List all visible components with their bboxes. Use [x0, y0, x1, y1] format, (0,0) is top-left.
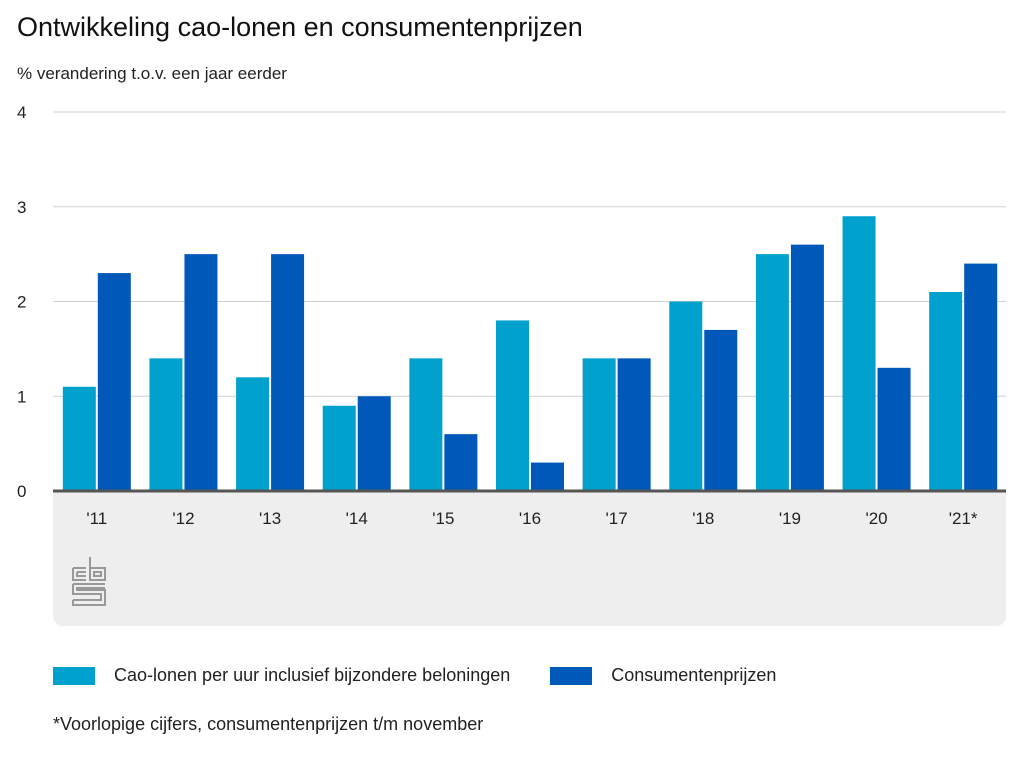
bar-consumentenprijzen	[704, 329, 738, 491]
y-tick-label: 3	[17, 198, 26, 217]
bar-cao-lonen	[496, 320, 529, 491]
bar-cao-lonen	[582, 358, 616, 491]
x-tick-label: '20	[865, 509, 887, 528]
bar-consumentenprijzen	[184, 254, 218, 491]
bar-consumentenprijzen	[357, 396, 391, 491]
x-tick-label: '18	[692, 509, 714, 528]
x-tick-label: '16	[519, 509, 541, 528]
x-tick-label: '19	[779, 509, 801, 528]
x-tick-label: '17	[606, 509, 628, 528]
y-tick-label: 4	[17, 103, 26, 122]
x-axis-ticks: '11 '12 '13 '14 '15 '16 '17 '18 '19 '20 '21*	[86, 509, 978, 528]
x-tick-label: '11	[86, 509, 107, 528]
bar-cao-lonen	[236, 377, 270, 491]
bar-consumentenprijzen	[964, 263, 998, 491]
y-tick-label: 2	[17, 293, 26, 312]
bar-cao-lonen	[755, 254, 789, 491]
y-tick-label: 1	[17, 387, 26, 406]
y-tick-label: 0	[17, 482, 26, 501]
legend-swatch-cao	[53, 666, 95, 685]
legend-label-cpi: Consumentenprijzen	[611, 665, 777, 685]
x-tick-label: '14	[346, 509, 368, 528]
bar-cao-lonen	[842, 216, 876, 491]
bar-cao-lonen	[669, 301, 703, 491]
x-axis-panel	[53, 491, 1006, 626]
bar-cao-lonen	[62, 386, 96, 491]
bar-cao-lonen	[409, 358, 443, 491]
x-tick-label: '12	[172, 509, 194, 528]
chart-title: Ontwikkeling cao-lonen en consumentenpri…	[17, 12, 583, 42]
bar-consumentenprijzen	[531, 462, 564, 491]
x-tick-label: '15	[432, 509, 454, 528]
bar-consumentenprijzen	[444, 434, 478, 491]
bar-consumentenprijzen	[617, 358, 651, 491]
chart-subtitle: % verandering t.o.v. een jaar eerder	[17, 64, 287, 83]
legend-swatch-cpi	[550, 666, 593, 685]
bars	[62, 216, 998, 491]
cbs-logo-icon	[72, 557, 106, 606]
bar-consumentenprijzen	[97, 273, 131, 491]
bar-cao-lonen	[149, 358, 183, 491]
bar-cao-lonen	[929, 292, 963, 491]
legend: Cao-lonen per uur inclusief bijzondere b…	[53, 665, 816, 686]
bar-cao-lonen	[322, 405, 356, 491]
x-tick-label: '21*	[949, 509, 978, 528]
footnote: *Voorlopige cijfers, consumentenprijzen …	[53, 714, 484, 734]
bar-consumentenprijzen	[877, 367, 911, 491]
bar-consumentenprijzen	[790, 244, 824, 491]
legend-label-cao: Cao-lonen per uur inclusief bijzondere b…	[114, 665, 511, 685]
legend-item-cao: Cao-lonen per uur inclusief bijzondere b…	[53, 665, 510, 686]
x-tick-label: '13	[259, 509, 281, 528]
bar-consumentenprijzen	[271, 254, 305, 491]
y-axis-ticks: 0 1 2 3 4	[17, 103, 26, 501]
legend-item-cpi: Consumentenprijzen	[550, 665, 776, 686]
